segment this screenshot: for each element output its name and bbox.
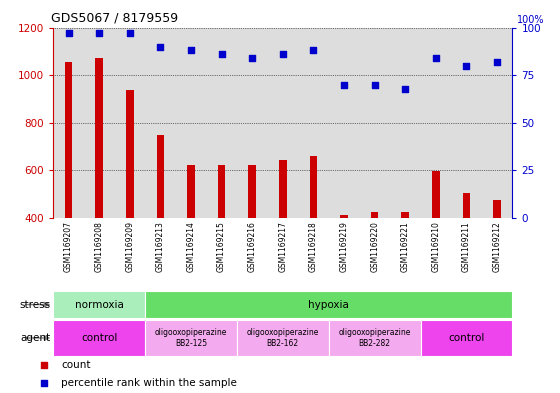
Text: oligooxopiperazine
BB2-125: oligooxopiperazine BB2-125 (155, 328, 227, 348)
Bar (206, 28, 237, 218)
Bar (53, 291, 145, 318)
Bar (268, 28, 298, 218)
Point (156, 43, 165, 50)
Bar (157, 135, 164, 218)
Point (493, 59, 502, 65)
Text: oligooxopiperazine
BB2-162: oligooxopiperazine BB2-162 (246, 328, 319, 348)
Text: control: control (81, 333, 117, 343)
Bar (187, 165, 195, 218)
Point (248, 55, 256, 61)
Point (370, 81, 379, 88)
Bar (145, 28, 176, 218)
Bar (176, 28, 206, 218)
Bar (95, 59, 103, 218)
Point (186, 47, 195, 53)
Bar (421, 320, 512, 356)
Bar (493, 200, 501, 218)
Text: normoxia: normoxia (74, 299, 124, 310)
Bar (53, 320, 145, 356)
Bar (298, 28, 329, 218)
Bar (360, 28, 390, 218)
Bar (340, 215, 348, 218)
Text: count: count (61, 360, 91, 371)
Bar (329, 320, 421, 356)
Point (64, 30, 73, 37)
Bar (126, 90, 133, 218)
Bar (329, 28, 360, 218)
Point (40, 362, 49, 369)
Bar (145, 291, 512, 318)
Point (431, 55, 440, 61)
Text: GDS5067 / 8179559: GDS5067 / 8179559 (51, 12, 178, 25)
Text: hypoxia: hypoxia (309, 299, 349, 310)
Bar (237, 320, 329, 356)
Point (401, 85, 410, 92)
Bar (53, 28, 84, 218)
Bar (463, 193, 470, 218)
Text: oligooxopiperazine
BB2-282: oligooxopiperazine BB2-282 (338, 328, 411, 348)
Bar (371, 212, 379, 218)
Bar (482, 28, 512, 218)
Bar (145, 320, 237, 356)
Bar (218, 165, 225, 218)
Text: 100%: 100% (516, 15, 544, 25)
Bar (249, 165, 256, 218)
Point (309, 47, 318, 53)
Bar (421, 28, 451, 218)
Bar (402, 212, 409, 218)
Bar (65, 62, 72, 218)
Bar (84, 28, 114, 218)
Bar (279, 160, 287, 218)
Text: percentile rank within the sample: percentile rank within the sample (61, 378, 237, 388)
Point (462, 62, 471, 69)
Bar (114, 28, 145, 218)
Point (125, 30, 134, 37)
Text: stress: stress (19, 299, 50, 310)
Bar (451, 28, 482, 218)
Bar (432, 171, 440, 218)
Point (278, 51, 287, 57)
Point (339, 81, 348, 88)
Point (95, 30, 104, 37)
Bar (237, 28, 268, 218)
Point (217, 51, 226, 57)
Text: agent: agent (20, 333, 50, 343)
Bar (390, 28, 421, 218)
Text: control: control (449, 333, 484, 343)
Point (40, 380, 49, 386)
Bar (310, 156, 317, 218)
